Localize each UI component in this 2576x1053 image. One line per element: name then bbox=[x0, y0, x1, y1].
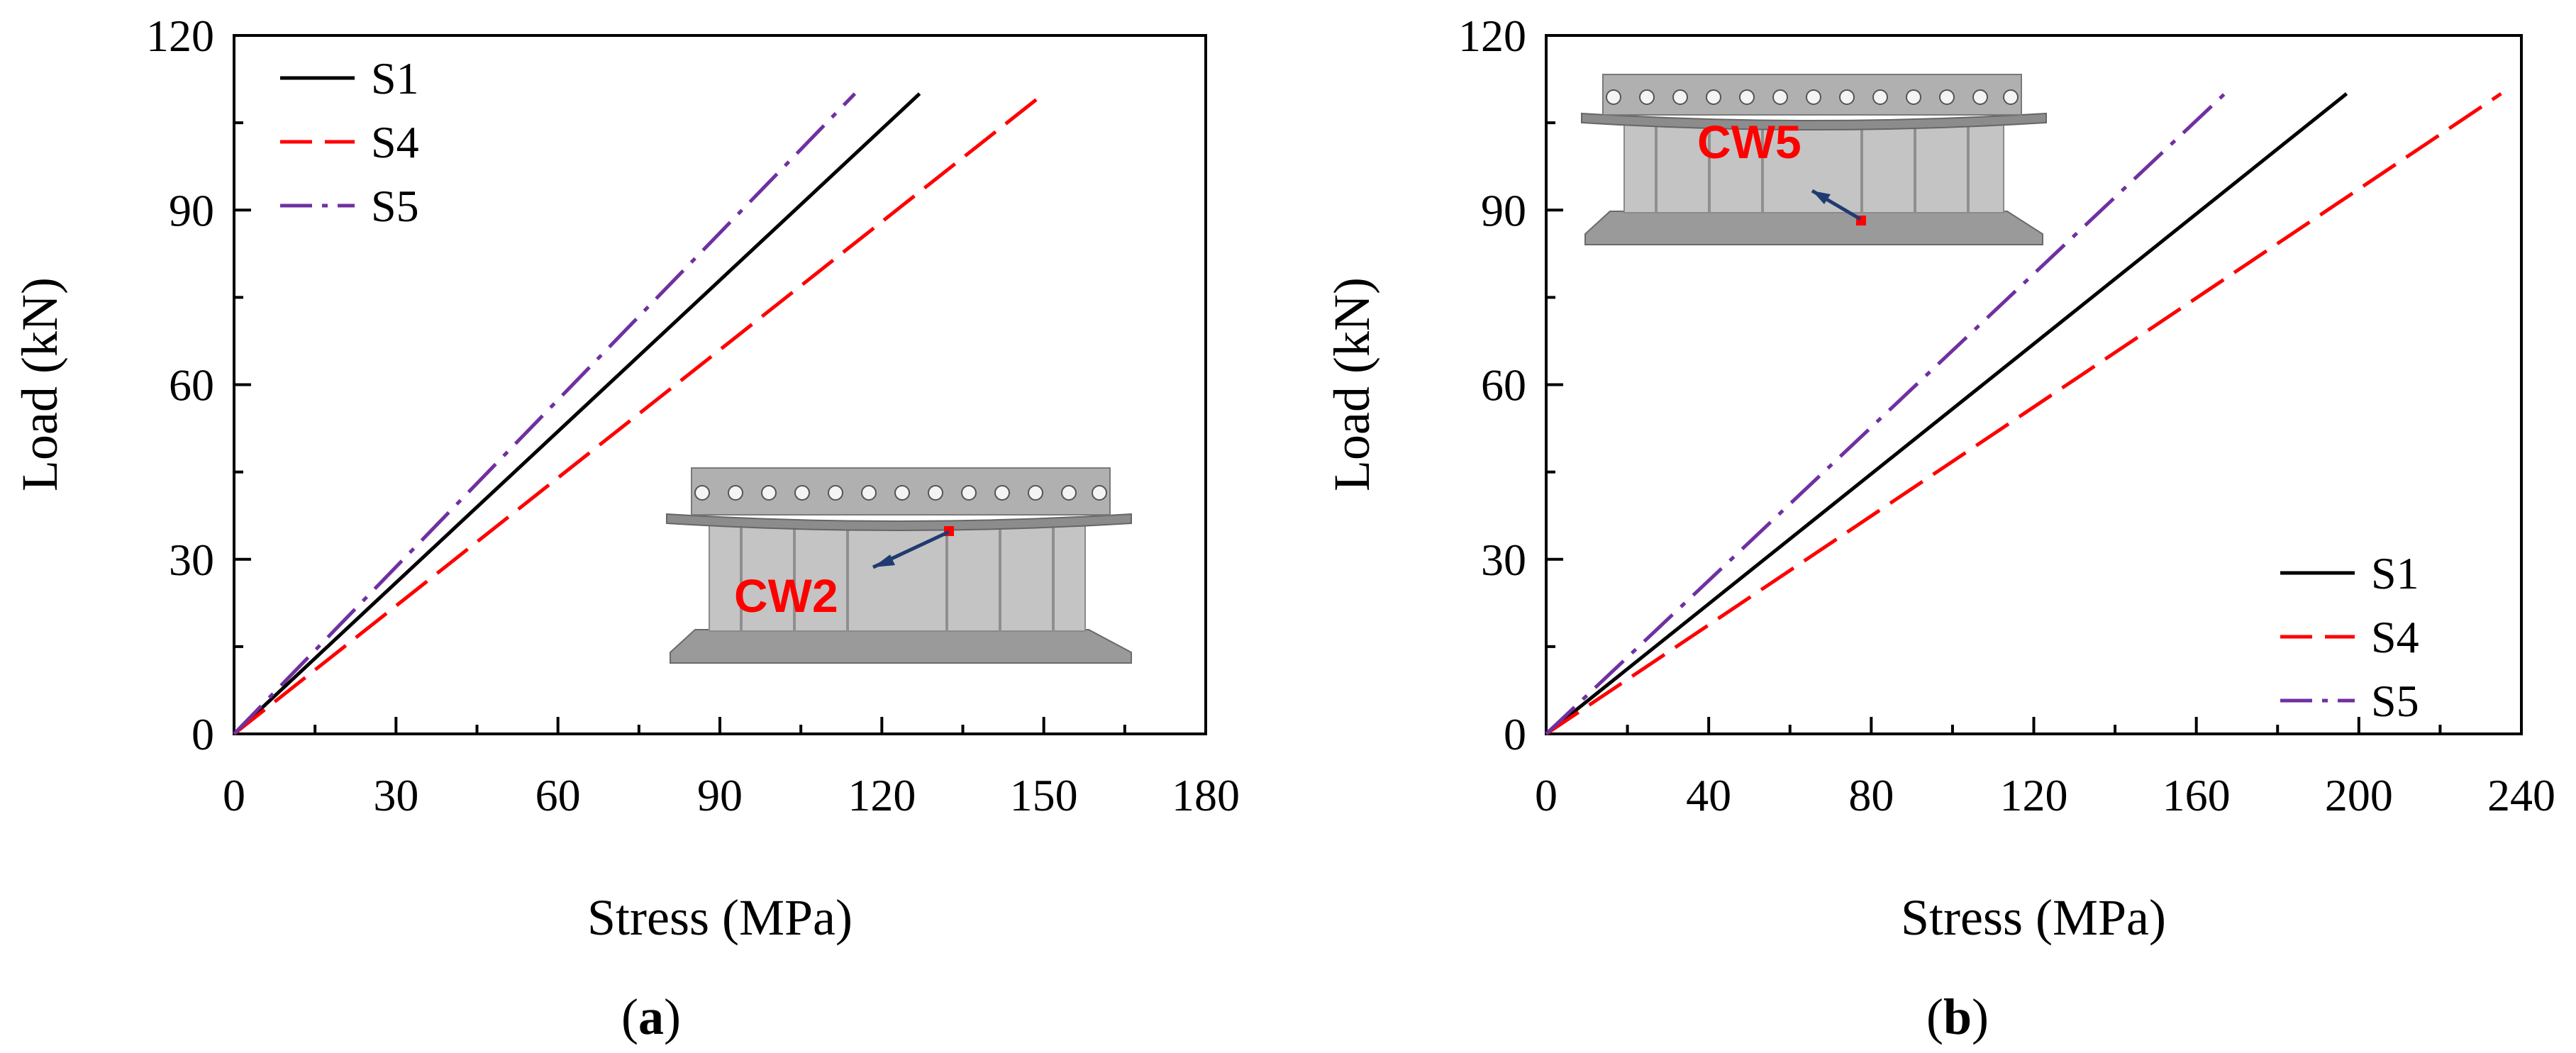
beam-inset-b: CW5 bbox=[1581, 74, 2047, 245]
x-tick-label-a: 30 bbox=[373, 770, 418, 820]
x-axis-title-a: Stress (MPa) bbox=[587, 889, 853, 946]
x-tick-label-a: 0 bbox=[223, 770, 245, 820]
x-tick-label-a: 90 bbox=[697, 770, 743, 820]
x-tick-label-b: 40 bbox=[1686, 770, 1731, 820]
chart-panel-b: CW5 Stress (MPa) Load (kN) (b) 0 40 80 120 1… bbox=[1323, 11, 2555, 1045]
inset-label-b: CW5 bbox=[1697, 116, 1801, 168]
y-axis-title-b: Load (kN) bbox=[1323, 277, 1380, 491]
y-tick-label-a: 120 bbox=[146, 11, 214, 61]
legend-label-s5-b: S5 bbox=[2371, 676, 2419, 726]
x-tick-label-b: 120 bbox=[2000, 770, 2068, 820]
legend-label-s1-a: S1 bbox=[371, 53, 419, 104]
series-line-s5-b bbox=[1545, 92, 2226, 735]
series-line-s4-a bbox=[233, 92, 1045, 735]
x-tick-label-a: 150 bbox=[1010, 770, 1078, 820]
y-tick-label-a: 30 bbox=[169, 535, 214, 585]
x-axis-title-b: Stress (MPa) bbox=[1901, 889, 2166, 946]
x-tick-label-b: 80 bbox=[1848, 770, 1894, 820]
y-tick-label-b: 60 bbox=[1481, 360, 1526, 411]
chart-panel-a: CW2 Stress (MPa) Load (kN) (a) 0 30 60 90 12… bbox=[11, 11, 1240, 1045]
series-line-s5-a bbox=[233, 92, 857, 735]
legend-label-s1-b: S1 bbox=[2371, 548, 2419, 598]
legend-label-s5-a: S5 bbox=[371, 181, 419, 231]
series-line-s4-b bbox=[1545, 92, 2502, 736]
y-tick-label-a: 60 bbox=[169, 360, 214, 411]
y-tick-label-b: 120 bbox=[1458, 11, 1526, 61]
x-tick-label-a: 180 bbox=[1172, 770, 1240, 820]
panel-label-b: (b) bbox=[1926, 988, 1989, 1045]
beam-inset-a: CW2 bbox=[666, 467, 1132, 664]
x-tick-label-b: 0 bbox=[1535, 770, 1558, 820]
inset-label-a: CW2 bbox=[734, 569, 838, 622]
legend-label-s4-b: S4 bbox=[2371, 612, 2419, 662]
y-tick-label-a: 0 bbox=[191, 709, 214, 759]
y-tick-label-b: 90 bbox=[1481, 185, 1526, 235]
y-axis-title-a: Load (kN) bbox=[11, 277, 68, 491]
y-tick-label-b: 0 bbox=[1504, 709, 1526, 759]
x-tick-label-b: 240 bbox=[2487, 770, 2555, 820]
x-tick-label-a: 60 bbox=[535, 770, 581, 820]
x-tick-label-b: 160 bbox=[2163, 770, 2231, 820]
x-tick-label-a: 120 bbox=[848, 770, 916, 820]
y-tick-label-b: 30 bbox=[1481, 535, 1526, 585]
legend-label-s4-a: S4 bbox=[371, 117, 419, 167]
x-tick-label-b: 200 bbox=[2325, 770, 2393, 820]
y-tick-label-a: 90 bbox=[169, 185, 214, 235]
series-line-s1-a bbox=[233, 92, 921, 735]
series-line-s1-b bbox=[1545, 92, 2348, 735]
panel-label-a: (a) bbox=[621, 988, 681, 1045]
